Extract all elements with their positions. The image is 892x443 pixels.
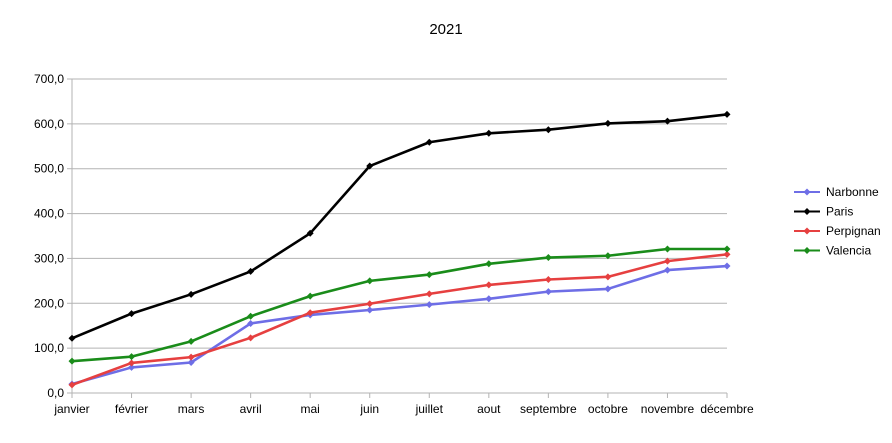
legend-label: Perpignan: [826, 224, 881, 238]
data-point-valencia-2: [187, 337, 195, 345]
legend-swatch-marker: [803, 247, 811, 254]
legend-item-perpignan: Perpignan: [794, 224, 881, 238]
data-point-narbonne-11: [723, 262, 731, 270]
data-point-perpignan-5: [366, 300, 374, 308]
y-tick-label: 300,0: [34, 251, 64, 265]
x-tick-label: juillet: [415, 402, 444, 416]
legend-label: Narbonne: [826, 185, 879, 199]
y-axis-tick-labels: 0,0 100,0 200,0 300,0 400,0 500,0 600,0 700,0: [34, 72, 64, 400]
x-tick-label: avril: [240, 402, 262, 416]
data-point-valencia-3: [247, 312, 255, 320]
y-tick-label: 500,0: [34, 162, 64, 176]
x-tick-label: juin: [359, 402, 379, 416]
y-tick-label: 100,0: [34, 341, 64, 355]
data-point-perpignan-1: [128, 359, 136, 367]
series-perpignan: [68, 250, 731, 389]
data-point-perpignan-4: [306, 309, 314, 317]
data-point-valencia-9: [604, 252, 612, 260]
data-point-paris-10: [663, 117, 671, 125]
x-tick-label: novembre: [641, 402, 695, 416]
series-narbonne: [68, 262, 731, 388]
data-point-valencia-10: [663, 245, 671, 253]
data-point-paris-3: [247, 267, 255, 275]
data-point-paris-11: [723, 110, 731, 118]
data-point-perpignan-8: [544, 276, 552, 284]
data-point-perpignan-3: [247, 334, 255, 342]
legend-item-narbonne: Narbonne: [794, 185, 879, 199]
data-point-perpignan-7: [485, 281, 493, 289]
data-point-narbonne-7: [485, 295, 493, 303]
x-tick-label: mai: [301, 402, 320, 416]
gridlines: [72, 78, 727, 349]
data-point-paris-0: [68, 334, 76, 342]
legend-label: Paris: [826, 205, 853, 219]
y-tick-label: 200,0: [34, 296, 64, 310]
data-point-perpignan-6: [425, 290, 433, 298]
data-point-valencia-8: [544, 254, 552, 262]
y-tick-label: 0,0: [47, 386, 64, 400]
x-tick-label: octobre: [588, 402, 628, 416]
data-point-paris-9: [604, 119, 612, 127]
data-point-valencia-7: [485, 260, 493, 268]
x-tick-label: février: [115, 402, 148, 416]
legend-swatch-marker: [803, 188, 811, 196]
legend-swatch-marker: [803, 208, 811, 215]
data-point-paris-6: [425, 138, 433, 146]
data-point-perpignan-9: [604, 273, 612, 281]
series-valencia: [68, 245, 731, 365]
data-point-valencia-1: [128, 353, 136, 361]
x-tick-label: aout: [477, 402, 501, 416]
x-tick-label: septembre: [520, 402, 577, 416]
legend-item-valencia: Valencia: [794, 244, 871, 258]
x-tick-label: décembre: [700, 402, 754, 416]
y-tick-label: 600,0: [34, 117, 64, 131]
legend-swatch-marker: [803, 227, 811, 235]
data-point-perpignan-0: [68, 381, 76, 389]
legend-item-paris: Paris: [794, 205, 853, 219]
data-point-narbonne-6: [425, 301, 433, 309]
data-point-valencia-5: [366, 277, 374, 285]
data-point-paris-2: [187, 290, 195, 298]
series-paris: [68, 110, 731, 342]
series-line-paris: [71, 113, 728, 340]
data-point-perpignan-11: [723, 250, 731, 258]
data-point-narbonne-10: [663, 266, 671, 274]
data-point-narbonne-5: [366, 306, 374, 314]
x-tick-label: mars: [178, 402, 205, 416]
data-point-narbonne-9: [604, 285, 612, 293]
axes: [67, 78, 728, 398]
data-point-perpignan-2: [187, 353, 195, 361]
series-line-valencia: [71, 247, 727, 363]
x-tick-label: janvier: [53, 402, 89, 416]
data-point-narbonne-1: [128, 363, 136, 371]
x-axis-tick-labels: janvier février mars avril mai juin juillet aou…: [53, 402, 754, 416]
legend-label: Valencia: [826, 244, 871, 258]
data-point-perpignan-10: [663, 257, 671, 265]
data-point-paris-1: [128, 310, 136, 318]
chart-title: 2021: [429, 21, 462, 38]
series-line-narbonne: [71, 264, 728, 386]
y-tick-label: 700,0: [34, 72, 64, 86]
data-point-valencia-11: [723, 245, 731, 253]
data-point-valencia-6: [425, 271, 433, 279]
data-point-narbonne-8: [544, 288, 552, 296]
data-point-paris-7: [485, 129, 493, 137]
data-point-valencia-0: [68, 357, 76, 365]
data-point-paris-4: [306, 229, 314, 237]
series-lines: [68, 110, 731, 389]
y-tick-label: 400,0: [34, 207, 64, 221]
legend: Narbonne Paris Perpignan Valencia: [794, 185, 881, 258]
data-point-valencia-4: [306, 292, 314, 300]
series-line-perpignan: [71, 253, 728, 387]
data-point-narbonne-2: [187, 358, 195, 366]
data-point-narbonne-3: [247, 319, 255, 327]
data-point-paris-8: [544, 126, 552, 134]
data-point-paris-5: [366, 162, 374, 170]
